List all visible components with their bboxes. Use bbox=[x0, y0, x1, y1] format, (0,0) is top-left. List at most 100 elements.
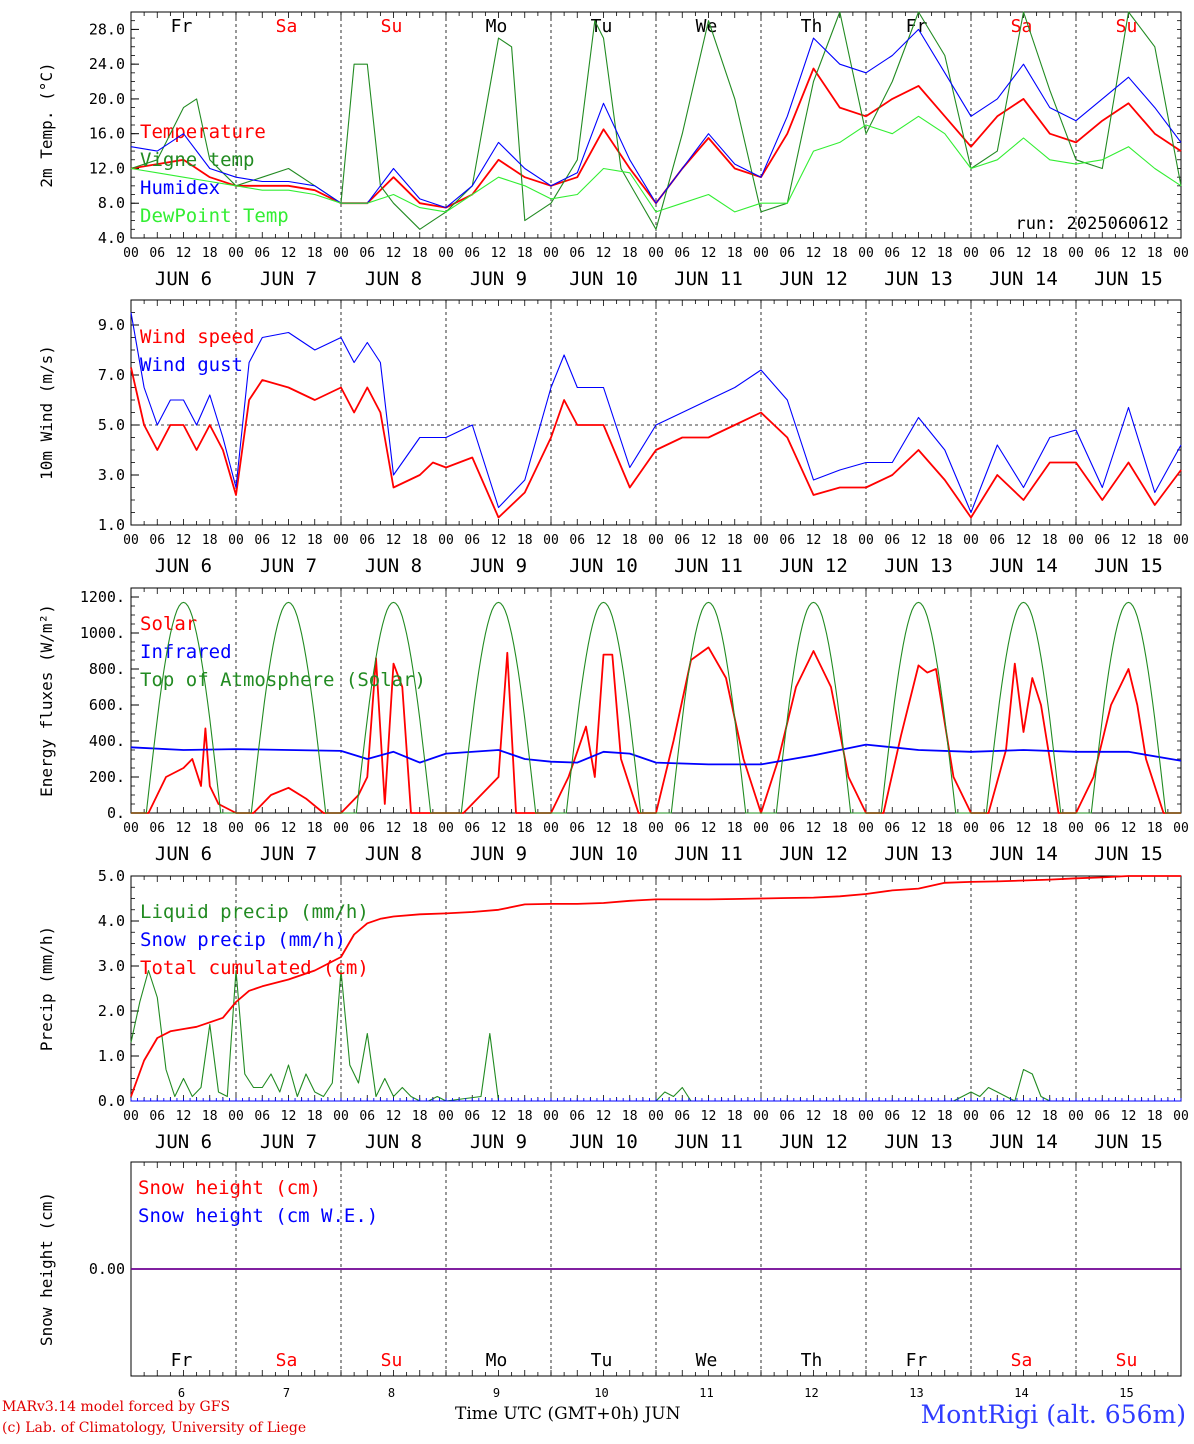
date-number: 14 bbox=[1014, 1386, 1028, 1400]
date-label: JUN 13 bbox=[884, 1131, 953, 1153]
date-label: JUN 11 bbox=[674, 555, 743, 577]
series-line bbox=[130, 11, 1182, 230]
y-axis-label: 10m Wind (m/s) bbox=[37, 345, 56, 480]
hour-label: 18 bbox=[1042, 1109, 1058, 1124]
date-number: 6 bbox=[178, 1386, 185, 1400]
hour-label: 12 bbox=[281, 821, 297, 836]
hour-label: 12 bbox=[701, 246, 717, 261]
hour-label: 12 bbox=[1016, 246, 1032, 261]
hour-label: 06 bbox=[779, 533, 795, 548]
weekday-label: Su bbox=[1116, 1350, 1138, 1371]
weekday-label: Sa bbox=[276, 16, 298, 37]
date-label: JUN 10 bbox=[569, 843, 638, 865]
hour-label: 12 bbox=[596, 1109, 612, 1124]
date-label: JUN 9 bbox=[470, 268, 527, 290]
hour-label: 06 bbox=[359, 246, 375, 261]
hour-label: 00 bbox=[753, 1109, 769, 1124]
y-tick-label: 3.0 bbox=[98, 957, 125, 975]
hour-label: 18 bbox=[832, 1109, 848, 1124]
y-tick-label: 4.0 bbox=[98, 229, 125, 247]
hour-label: 06 bbox=[464, 1109, 480, 1124]
hour-label: 00 bbox=[123, 246, 139, 261]
hour-label: 00 bbox=[858, 1109, 874, 1124]
hour-label: 00 bbox=[963, 246, 979, 261]
hour-label: 18 bbox=[307, 1109, 323, 1124]
y-tick-label: 0.00 bbox=[89, 1260, 125, 1278]
y-tick-label: 4.0 bbox=[98, 912, 125, 930]
hour-label: 18 bbox=[1042, 533, 1058, 548]
date-label: JUN 7 bbox=[260, 843, 317, 865]
hour-label: 00 bbox=[1068, 246, 1084, 261]
hour-label: 00 bbox=[333, 533, 349, 548]
weekday-label: Tu bbox=[591, 1350, 613, 1371]
hour-label: 06 bbox=[674, 821, 690, 836]
y-axis-label: Energy fluxes (W/m²) bbox=[37, 604, 56, 797]
date-label: JUN 15 bbox=[1094, 268, 1163, 290]
hour-label: 12 bbox=[491, 1109, 507, 1124]
hour-label: 12 bbox=[386, 246, 402, 261]
y-tick-label: 1200. bbox=[80, 588, 125, 606]
hour-label: 00 bbox=[1173, 246, 1189, 261]
weekday-label: Su bbox=[381, 1350, 403, 1371]
hour-label: 12 bbox=[386, 821, 402, 836]
hour-label: 12 bbox=[911, 1109, 927, 1124]
hour-label: 12 bbox=[1016, 1109, 1032, 1124]
date-label: JUN 12 bbox=[779, 1131, 848, 1153]
hour-label: 12 bbox=[1121, 1109, 1137, 1124]
date-label: JUN 14 bbox=[989, 1131, 1058, 1153]
y-tick-label: 16.0 bbox=[89, 125, 125, 143]
hour-label: 18 bbox=[202, 246, 218, 261]
hour-label: 06 bbox=[254, 1109, 270, 1124]
date-label: JUN 8 bbox=[365, 843, 422, 865]
date-label: JUN 15 bbox=[1094, 1131, 1163, 1153]
date-label: JUN 13 bbox=[884, 555, 953, 577]
hour-label: 18 bbox=[202, 533, 218, 548]
hour-label: 18 bbox=[307, 246, 323, 261]
hour-label: 06 bbox=[149, 246, 165, 261]
date-label: JUN 10 bbox=[569, 1131, 638, 1153]
date-label: JUN 10 bbox=[569, 268, 638, 290]
hour-label: 12 bbox=[491, 246, 507, 261]
hour-label: 18 bbox=[622, 821, 638, 836]
y-tick-label: 400. bbox=[89, 732, 125, 750]
hour-label: 00 bbox=[753, 533, 769, 548]
date-label: JUN 15 bbox=[1094, 843, 1163, 865]
y-tick-label: 12.0 bbox=[89, 159, 125, 177]
hour-label: 18 bbox=[517, 1109, 533, 1124]
hour-label: 00 bbox=[123, 533, 139, 548]
date-label: JUN 13 bbox=[884, 268, 953, 290]
y-tick-label: 24.0 bbox=[89, 55, 125, 73]
date-label: JUN 14 bbox=[989, 843, 1058, 865]
date-label: JUN 9 bbox=[470, 1131, 527, 1153]
y-axis-label: Snow height (cm) bbox=[37, 1192, 56, 1346]
series-line bbox=[130, 367, 1182, 519]
series-line bbox=[130, 28, 1182, 209]
date-label: JUN 6 bbox=[155, 1131, 212, 1153]
hour-label: 06 bbox=[989, 533, 1005, 548]
hour-label: 12 bbox=[386, 1109, 402, 1124]
hour-label: 18 bbox=[727, 246, 743, 261]
date-label: JUN 15 bbox=[1094, 555, 1163, 577]
hour-label: 18 bbox=[937, 246, 953, 261]
legend-entry: Top of Atmosphere (Solar) bbox=[140, 669, 426, 691]
hour-label: 06 bbox=[884, 1109, 900, 1124]
hour-label: 06 bbox=[1094, 533, 1110, 548]
weekday-label: Fr bbox=[906, 1350, 928, 1371]
hour-label: 18 bbox=[1042, 246, 1058, 261]
y-tick-label: 1000. bbox=[80, 624, 125, 642]
hour-label: 06 bbox=[464, 246, 480, 261]
date-label: JUN 7 bbox=[260, 268, 317, 290]
y-tick-label: 5.0 bbox=[98, 867, 125, 885]
legend-entry: Liquid precip (mm/h) bbox=[140, 901, 369, 923]
hour-label: 12 bbox=[806, 533, 822, 548]
hour-label: 00 bbox=[1173, 533, 1189, 548]
weekday-label: We bbox=[696, 16, 718, 37]
hour-label: 00 bbox=[753, 821, 769, 836]
hour-label: 00 bbox=[963, 821, 979, 836]
hour-label: 12 bbox=[596, 533, 612, 548]
hour-label: 00 bbox=[438, 1109, 454, 1124]
hour-label: 18 bbox=[307, 533, 323, 548]
date-label: JUN 8 bbox=[365, 555, 422, 577]
